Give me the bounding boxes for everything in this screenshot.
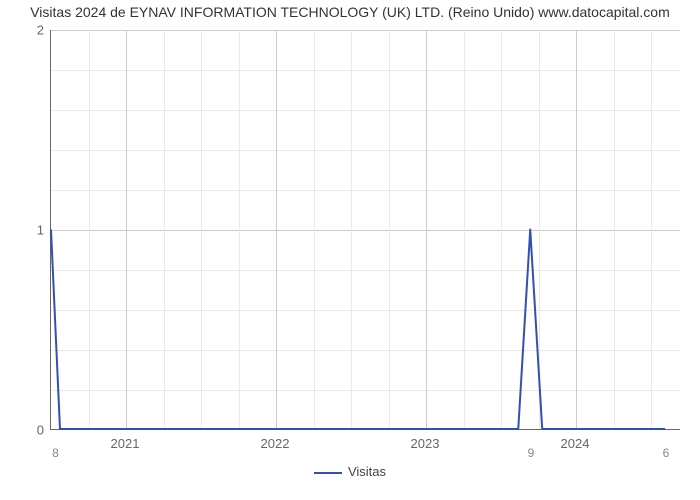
x-tick-label: 2023 bbox=[411, 436, 440, 451]
point-annotation: 6 bbox=[663, 446, 670, 460]
visits-chart: Visitas 2024 de EYNAV INFORMATION TECHNO… bbox=[0, 0, 700, 500]
y-tick-label: 2 bbox=[4, 23, 44, 38]
visitas-polyline bbox=[51, 230, 665, 430]
chart-legend: Visitas bbox=[0, 464, 700, 479]
chart-title: Visitas 2024 de EYNAV INFORMATION TECHNO… bbox=[0, 4, 700, 20]
y-tick-label: 1 bbox=[4, 223, 44, 238]
plot-area: 8 9 6 bbox=[50, 30, 680, 430]
legend-swatch bbox=[314, 472, 342, 474]
point-annotation: 8 bbox=[52, 446, 59, 460]
x-tick-label: 2024 bbox=[561, 436, 590, 451]
y-tick-label: 0 bbox=[4, 423, 44, 438]
x-tick-label: 2022 bbox=[261, 436, 290, 451]
point-annotation: 9 bbox=[528, 446, 535, 460]
series-line bbox=[51, 30, 680, 429]
legend-label: Visitas bbox=[348, 464, 386, 479]
x-tick-label: 2021 bbox=[111, 436, 140, 451]
